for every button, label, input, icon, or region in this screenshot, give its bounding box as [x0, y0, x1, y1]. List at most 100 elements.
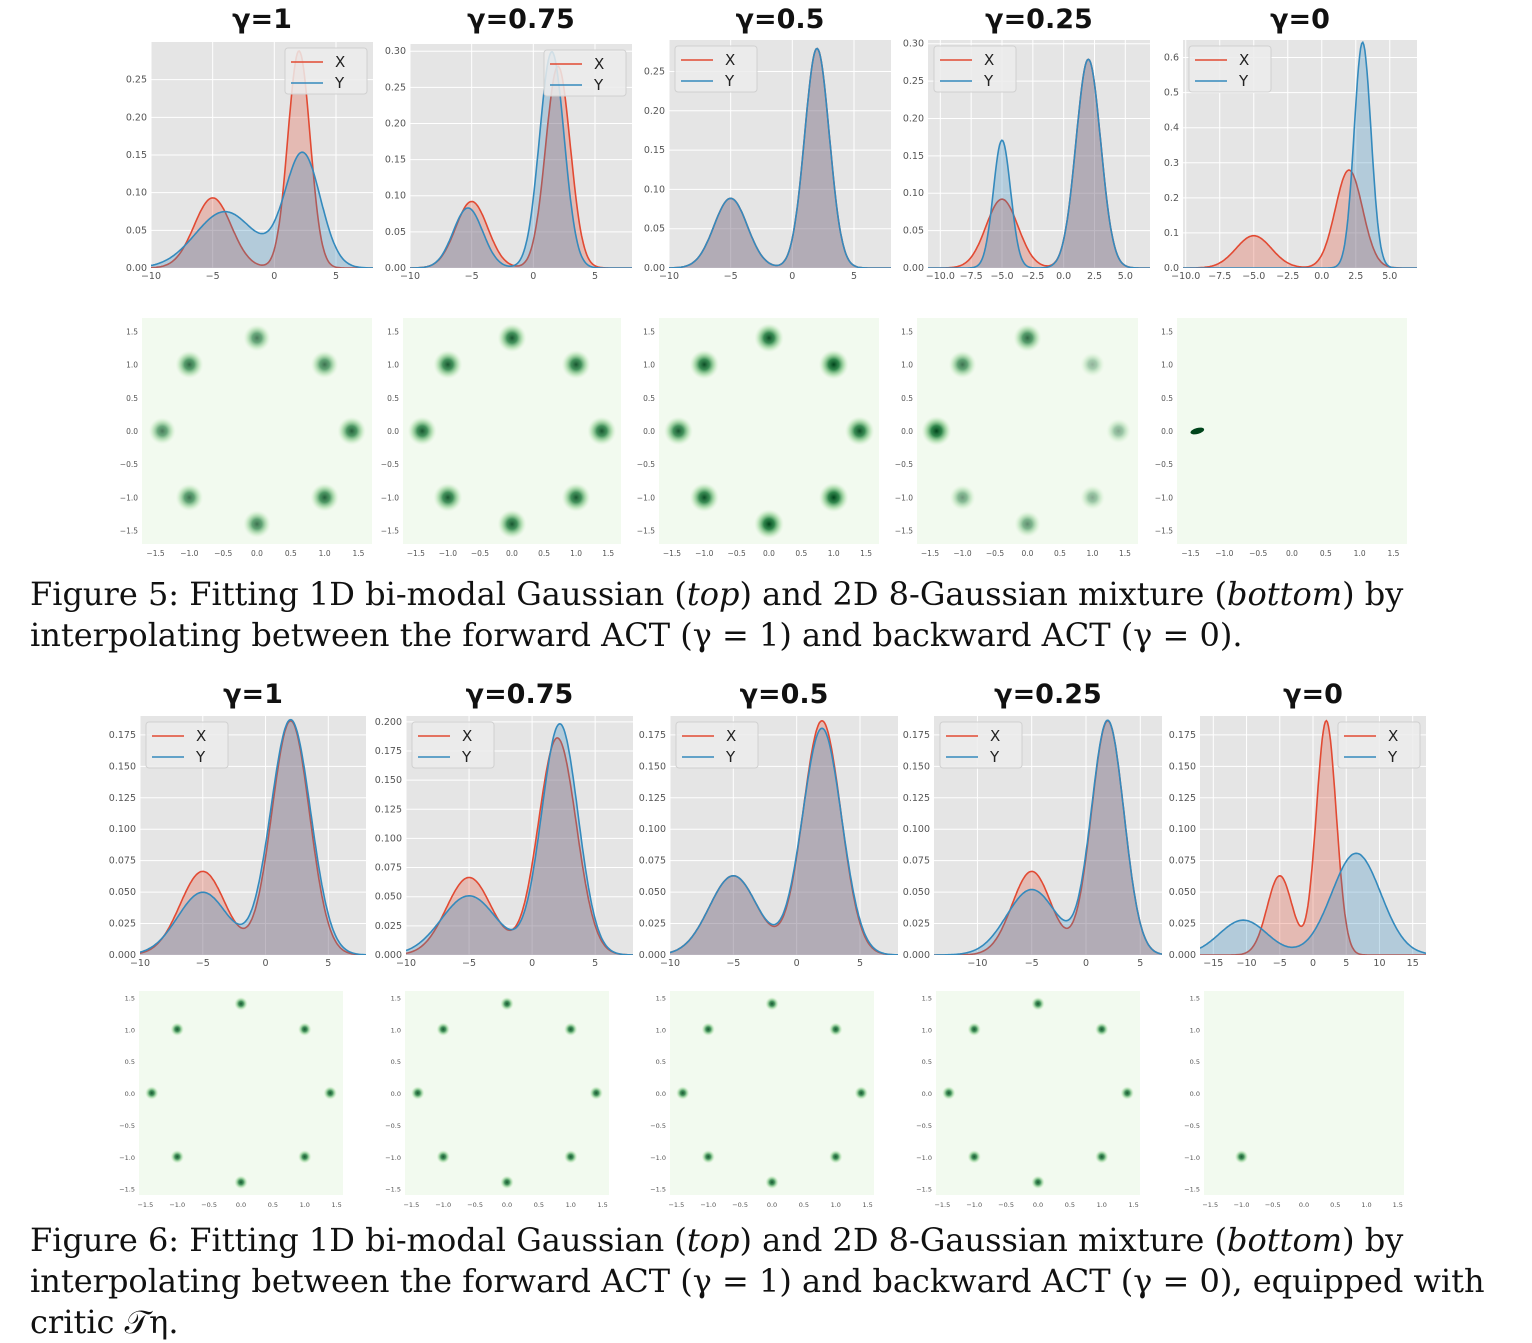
fig6-panel1-kde-line-y [140, 718, 366, 955]
fig6-panel5-density-xtick: 1.0 [1361, 1201, 1371, 1209]
fig5-panel2-kde-ytick: 0.20 [385, 118, 406, 129]
fig5-panel5-density-xtick: 0.0 [1286, 549, 1298, 558]
fig6-panel4-density-mode [967, 1022, 982, 1037]
fig6-panel1-kde-xtick: 0 [263, 958, 269, 969]
fig5-panel5-density-xtick: −1.5 [1181, 549, 1199, 558]
fig6-panel2-kde-ytick: 0.200 [375, 717, 402, 728]
fig5-panel3-density-ytick: 0.5 [643, 394, 655, 403]
figure-page: γ=1 −10 −5 0 5 0.00 0.05 0.10 0.15 0.20 0.25 X Y −1.5… [30, 4, 1520, 1341]
fig6-panel5-kde-xtick: 5 [1343, 958, 1349, 969]
fig5-panel2-density-mode [497, 323, 527, 353]
fig6-panel4-density-mode [1031, 996, 1045, 1011]
fig5-panel3-density-mode [818, 482, 849, 513]
fig5-panel3-kde-ytick: 0.25 [644, 66, 665, 77]
fig5-panel5-density-ytick: −0.5 [1155, 460, 1173, 469]
fig5-panel3-kde-xtick: −10 [659, 271, 679, 282]
fig6-panel5-density-ytick: −1.5 [1184, 1186, 1200, 1194]
fig6-panel5-density-mode [1234, 1149, 1249, 1164]
fig5-panel4-legend [933, 45, 1017, 93]
fig6-panel3-kde-xtick: 5 [857, 958, 863, 969]
fig6-panel1-density-ytick: −0.5 [119, 1122, 135, 1130]
fig6-panel4-density-mode [1094, 1022, 1109, 1037]
fig5-panel2-kde-ytick: 0.05 [385, 227, 406, 238]
fig5-panel1-legend-label-y: Y [334, 74, 345, 92]
fig5-panel3-kde-area-y [669, 48, 891, 268]
fig5-panel3-density-ytick: 1.5 [643, 327, 655, 336]
fig6-panel2-kde-area-x [406, 737, 633, 955]
fig5-panel1-kde-line-y [151, 151, 373, 268]
fig5-panel5-kde-xtick: 5.0 [1382, 271, 1397, 282]
fig6-panel4-density-xtick: −1.5 [934, 1201, 950, 1209]
fig6-panel3-kde-xtick: −10 [660, 958, 680, 969]
fig6-panel3-density-mode [675, 1086, 690, 1100]
fig6-panel4-kde-ytick: 0.025 [903, 919, 930, 930]
fig6-panel5-kde-xtick: 10 [1373, 958, 1385, 969]
fig6-panel2-density-ytick: 1.5 [391, 994, 401, 1002]
fig5-panel3-density-mode [754, 509, 784, 540]
fig6-panel5-kde-line-x [1200, 719, 1426, 955]
fig6-panel3-density-ytick: 1.5 [656, 994, 666, 1002]
fig5-panel2-density-xtick: 1.5 [602, 549, 614, 558]
fig5-panel5-kde-area-y [1183, 42, 1417, 268]
fig5-panel4-density-ytick: 1.5 [901, 327, 913, 336]
fig5-panel3-density-ytick: 0.0 [643, 427, 655, 436]
fig6-panel4-density-xtick: −0.5 [998, 1201, 1014, 1209]
fig6-panel3-density-ytick: 1.0 [656, 1026, 666, 1034]
fig6-panel4-density-xtick: 0.5 [1065, 1201, 1075, 1209]
fig6-panel1-legend-label-x: X [196, 727, 206, 745]
fig5-panel3-density-mode [844, 416, 875, 446]
fig6-panel3-density-mode [765, 996, 779, 1011]
fig5-panel5-density-ytick: 1.0 [1161, 361, 1173, 370]
fig6-panel1-density-mode [234, 996, 248, 1011]
fig5-panel4-kde-ytick: 0.20 [903, 113, 924, 124]
fig6-panel4-kde-ytick: 0.125 [903, 793, 930, 804]
fig5-panel1-density-xtick: 0.5 [285, 549, 297, 558]
fig5-panel2-kde-area-x [410, 66, 632, 268]
fig6-panel1-kde-ytick: 0.075 [109, 856, 136, 867]
fig5-panel4-kde-xtick: 5.0 [1118, 271, 1133, 282]
fig6-panel5-kde-ytick: 0.050 [1169, 887, 1196, 898]
fig6-panel3-density-xtick: 1.5 [862, 1201, 872, 1209]
figure-5-caption-pre: Fitting 1D bi-modal Gaussian ( [189, 575, 687, 613]
fig6-panel2-kde-ytick: 0.075 [375, 863, 402, 874]
fig5-panel4-kde-ytick: 0.00 [903, 263, 924, 274]
fig5-panel4-title: γ=0.25 [985, 4, 1093, 35]
fig6-panel5-kde-ytick: 0.175 [1169, 730, 1196, 741]
fig6-panel2-kde-ytick: 0.025 [375, 921, 402, 932]
fig5-panel1-kde-ytick: 0.05 [126, 225, 147, 236]
fig5-panel1-kde-area-y [151, 152, 373, 268]
fig5-panel5-kde-xtick: 2.5 [1348, 271, 1363, 282]
fig6-panel3-kde-ytick: 0.125 [639, 793, 666, 804]
fig5-panel2-density-mode [433, 349, 463, 380]
fig5-panel1-kde-ytick: 0.00 [126, 263, 147, 274]
fig5-panel4-density-mode [921, 416, 952, 446]
fig6-panel4-kde-xtick: −5 [1025, 958, 1039, 969]
fig6-panel5-kde-area-y [1200, 853, 1426, 955]
fig5-panel1-kde-area-x [151, 51, 373, 268]
figure-6-caption-bottom: bottom [1227, 1221, 1343, 1259]
fig6-panel5-density-ytick: 1.0 [1190, 1026, 1200, 1034]
figure-6-caption-mid: ) and 2D 8-Gaussian mixture ( [739, 1221, 1228, 1259]
fig6-panel1-density-ytick: 0.0 [125, 1090, 135, 1098]
fig6-panel3-legend-label-x: X [726, 727, 736, 745]
figure-6-caption: Figure 6: Fitting 1D bi-modal Gaussian (… [30, 1220, 1520, 1343]
figure-5-caption: Figure 5: Fitting 1D bi-modal Gaussian (… [30, 574, 1520, 656]
fig5-panel1-density-ytick: −1.5 [120, 527, 138, 536]
fig5-panel4-kde-area-x [928, 59, 1150, 268]
fig5-panel4-kde-xtick: −2.5 [1021, 271, 1044, 282]
fig5-panel3-density-mode [663, 416, 693, 446]
fig6-panel4-legend-label-x: X [990, 727, 1000, 745]
fig5-panel4-kde-xtick: 0.0 [1056, 271, 1071, 282]
fig6-panel1-density-mode [297, 1149, 312, 1164]
fig5-panel3-density-ytick: −0.5 [637, 460, 655, 469]
figure-6-caption-pre: Fitting 1D bi-modal Gaussian ( [189, 1221, 687, 1259]
fig6-panel4-title: γ=0.25 [994, 679, 1102, 710]
fig5-panel3-density-ytick: 1.0 [643, 361, 655, 370]
fig6-panel3-density-mode [828, 1149, 843, 1164]
fig5-panel3-kde-ytick: 0.15 [644, 145, 665, 156]
fig6-panel3-kde-ytick: 0.150 [639, 761, 666, 772]
fig6-panel2-legend [411, 721, 495, 769]
fig6-panel3-title: γ=0.5 [740, 679, 829, 710]
fig6-panel3-density-xtick: 0.5 [799, 1201, 809, 1209]
fig6-panel1-kde-area-y [140, 719, 366, 955]
